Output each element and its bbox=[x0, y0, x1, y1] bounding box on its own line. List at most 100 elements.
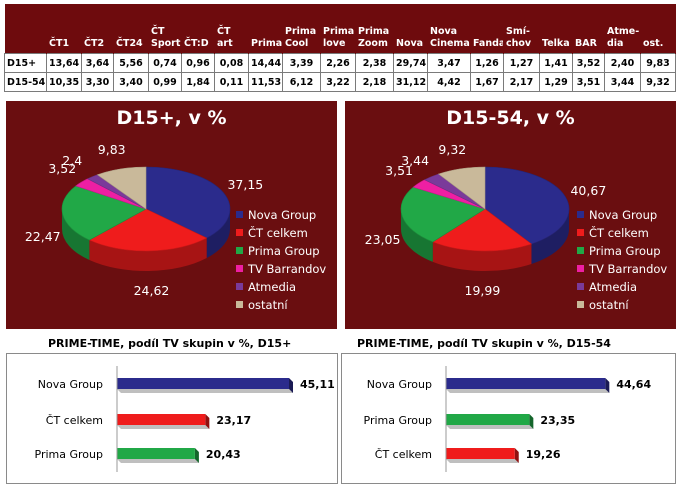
pie-slice--t-celkem bbox=[88, 208, 208, 252]
pie-plot bbox=[400, 166, 570, 271]
legend-swatch bbox=[236, 247, 243, 254]
bar-shadow bbox=[117, 425, 210, 429]
bar-category-label: Nova Group bbox=[367, 378, 432, 391]
bar-plot: Nova Group 44,64 Prima Group 23,35 ČT celkem… bbox=[364, 366, 651, 472]
pie-plot bbox=[61, 166, 231, 271]
table-cell: 0,08 bbox=[214, 53, 249, 73]
table-cell: 0,96 bbox=[181, 53, 215, 73]
table-cell: 9,32 bbox=[640, 72, 676, 92]
bar-data-label: 23,17 bbox=[216, 414, 251, 427]
bar bbox=[446, 414, 530, 425]
bar-data-label: 45,11 bbox=[300, 378, 335, 391]
pie-data-label: 9,83 bbox=[97, 141, 126, 157]
pie-title: D15-54, v % bbox=[446, 107, 575, 129]
legend-label: TV Barrandov bbox=[589, 262, 668, 276]
pie-chart-d15: D15+, v % 37,15 24,62 22,47 3,52 2,4 9,83 Nova… bbox=[6, 101, 337, 329]
legend-swatch bbox=[577, 247, 584, 254]
legend-item: ČT celkem bbox=[577, 226, 649, 240]
table-cell: 1,84 bbox=[181, 72, 215, 92]
table-cell: 2,26 bbox=[320, 53, 356, 73]
legend-label: Atmedia bbox=[248, 280, 296, 294]
legend-label: ČT celkem bbox=[248, 226, 308, 240]
table-column-header: Prima love bbox=[320, 4, 356, 54]
table-cell: 3,52 bbox=[572, 53, 605, 73]
pie-data-label: 22,47 bbox=[24, 228, 61, 244]
bar bbox=[117, 378, 289, 389]
bar bbox=[117, 448, 195, 459]
table-row: D15-54 10,35 3,30 3,40 0,99 1,84 0,11 11,53 6,12… bbox=[4, 72, 676, 92]
legend-item: Prima Group bbox=[236, 244, 320, 258]
legend-swatch bbox=[577, 301, 584, 308]
legend-label: Prima Group bbox=[248, 244, 320, 258]
table-column-header: Nova bbox=[393, 4, 428, 54]
table-cell: 3,51 bbox=[572, 72, 605, 92]
legend-swatch bbox=[577, 211, 584, 218]
bar bbox=[117, 414, 206, 425]
bar-data-label: 44,64 bbox=[616, 378, 651, 391]
legend-swatch bbox=[577, 229, 584, 236]
pie-side bbox=[62, 209, 230, 271]
legend-label: Prima Group bbox=[589, 244, 661, 258]
table-cell: 6,12 bbox=[282, 72, 321, 92]
bar-category-label: Prima Group bbox=[35, 448, 103, 461]
pie-data-label: 3,52 bbox=[48, 161, 77, 177]
table-header-row: ČT1 ČT2 ČT24 ČT Sport ČT:D ČT art Prima Prima C… bbox=[4, 4, 676, 54]
bar-category-label: ČT celkem bbox=[46, 414, 103, 427]
pie-data-label: 9,32 bbox=[438, 141, 467, 157]
table-cell: 0,11 bbox=[214, 72, 249, 92]
legend-swatch bbox=[577, 283, 584, 290]
table-cell: 3,30 bbox=[81, 72, 114, 92]
bar-category-label: Nova Group bbox=[38, 378, 103, 391]
pie-slice-side bbox=[89, 238, 207, 271]
table-column-header: ČT art bbox=[214, 4, 249, 54]
table-column-header: ČT Sport bbox=[148, 4, 182, 54]
bar-category-label: Prima Group bbox=[364, 414, 432, 427]
table-cell: 2,40 bbox=[604, 53, 641, 73]
legend-label: Atmedia bbox=[589, 280, 637, 294]
table-cell: 5,56 bbox=[113, 53, 149, 73]
legend-item: Prima Group bbox=[577, 244, 661, 258]
table-corner bbox=[4, 4, 47, 54]
bar-chart-title-d15-54: PRIME-TIME, podíl TV skupin v %, D15-54 bbox=[357, 337, 611, 350]
bar bbox=[446, 378, 606, 389]
table-cell: 29,74 bbox=[393, 53, 428, 73]
bar-shadow bbox=[446, 425, 534, 429]
table-column-header: Atme- dia bbox=[604, 4, 641, 54]
bar-chart-d15-54: Nova Group 44,64 Prima Group 23,35 ČT celkem… bbox=[341, 353, 676, 484]
legend-item: Nova Group bbox=[236, 208, 316, 222]
pie-slice-side bbox=[401, 209, 433, 262]
pie-slice--t-celkem bbox=[432, 208, 533, 252]
bar-side bbox=[514, 448, 519, 463]
pie-data-label: 19,99 bbox=[464, 282, 501, 298]
pie-slice-nova-group bbox=[145, 166, 231, 239]
table-cell: 9,83 bbox=[640, 53, 676, 73]
channel-share-table: ČT1 ČT2 ČT24 ČT Sport ČT:D ČT art Prima Prima C… bbox=[4, 4, 676, 92]
table-cell: 4,42 bbox=[427, 72, 471, 92]
pie-data-label: 3,51 bbox=[385, 163, 413, 179]
table-cell: 3,40 bbox=[113, 72, 149, 92]
table-cell: 14,44 bbox=[248, 53, 283, 73]
table-cell: 10,35 bbox=[46, 72, 82, 92]
pie-title: D15+, v % bbox=[116, 107, 227, 129]
legend-item: Atmedia bbox=[236, 280, 296, 294]
table-column-header: Prima Zoom bbox=[355, 4, 394, 54]
table-cell: 3,47 bbox=[427, 53, 471, 73]
bar-shadow bbox=[117, 459, 199, 463]
table-body: D15+ 13,64 3,64 5,56 0,74 0,96 0,08 14,44 3,39 2,… bbox=[4, 53, 676, 92]
table-cell: 3,22 bbox=[320, 72, 356, 92]
legend-label: ostatní bbox=[589, 298, 629, 312]
bar-data-label: 23,35 bbox=[540, 414, 575, 427]
table-column-header: ČT1 bbox=[46, 4, 82, 54]
table-cell: 13,64 bbox=[46, 53, 82, 73]
bar bbox=[446, 448, 515, 459]
table-column-header: ost. bbox=[640, 4, 676, 54]
table-cell: 3,64 bbox=[81, 53, 114, 73]
table-cell: 1,41 bbox=[539, 53, 573, 73]
bar-chart-d15: Nova Group 45,11 ČT celkem 23,17 Prima Group… bbox=[6, 353, 338, 484]
legend-swatch bbox=[236, 265, 243, 272]
legend-label: Nova Group bbox=[589, 208, 658, 222]
legend-item: Atmedia bbox=[577, 280, 637, 294]
legend-swatch bbox=[236, 301, 243, 308]
table-column-header: Prima Cool bbox=[282, 4, 321, 54]
legend-swatch bbox=[236, 211, 243, 218]
